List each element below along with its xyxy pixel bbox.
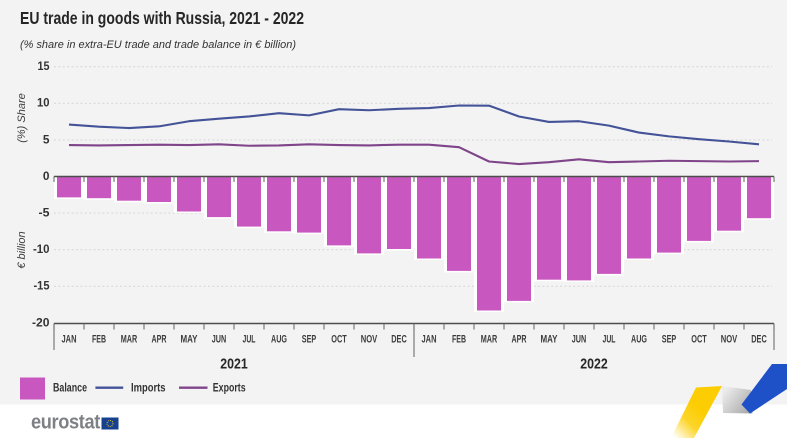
svg-text:JAN: JAN [422, 334, 437, 346]
svg-text:DEC: DEC [391, 334, 407, 346]
svg-text:2022: 2022 [580, 357, 608, 373]
svg-text:NOV: NOV [361, 334, 378, 346]
svg-text:MAR: MAR [121, 334, 138, 346]
svg-text:JUL: JUL [243, 334, 256, 346]
svg-text:10: 10 [37, 98, 50, 110]
svg-text:Exports: Exports [213, 383, 246, 395]
svg-text:AUG: AUG [631, 334, 647, 346]
svg-text:5: 5 [43, 134, 50, 146]
svg-text:NOV: NOV [721, 334, 738, 346]
svg-text:(% share in extra-EU trade and: (% share in extra-EU trade and trade bal… [20, 39, 296, 51]
svg-text:APR: APR [512, 334, 527, 346]
svg-text:-20: -20 [32, 317, 50, 329]
svg-text:SEP: SEP [302, 334, 317, 346]
svg-text:-10: -10 [33, 244, 50, 256]
svg-text:MAY: MAY [541, 334, 558, 346]
svg-text:SEP: SEP [662, 334, 677, 346]
svg-text:OCT: OCT [331, 334, 347, 346]
svg-text:OCT: OCT [691, 334, 707, 346]
svg-text:FEB: FEB [452, 334, 466, 346]
svg-text:JUN: JUN [212, 334, 227, 346]
svg-text:(%) Share: (%) Share [16, 93, 28, 143]
svg-text:JAN: JAN [62, 334, 77, 346]
svg-text:JUL: JUL [603, 334, 616, 346]
svg-text:DEC: DEC [751, 334, 767, 346]
svg-text:2021: 2021 [220, 357, 248, 373]
svg-text:-15: -15 [34, 281, 51, 293]
svg-text:MAY: MAY [181, 334, 198, 346]
svg-text:15: 15 [38, 61, 51, 73]
svg-text:Imports: Imports [131, 383, 166, 395]
svg-text:MAR: MAR [481, 334, 498, 346]
svg-text:€ billion: € billion [16, 231, 28, 268]
svg-text:Balance: Balance [53, 383, 87, 395]
svg-text:AUG: AUG [271, 334, 287, 346]
svg-text:0: 0 [43, 171, 50, 183]
svg-text:FEB: FEB [92, 334, 106, 346]
svg-text:JUN: JUN [572, 334, 587, 346]
svg-text:-5: -5 [39, 208, 51, 220]
svg-text:eurostat: eurostat [31, 411, 101, 434]
svg-text:APR: APR [152, 334, 167, 346]
svg-text:EU trade in goods with Russia,: EU trade in goods with Russia, 2021 - 20… [20, 8, 304, 28]
